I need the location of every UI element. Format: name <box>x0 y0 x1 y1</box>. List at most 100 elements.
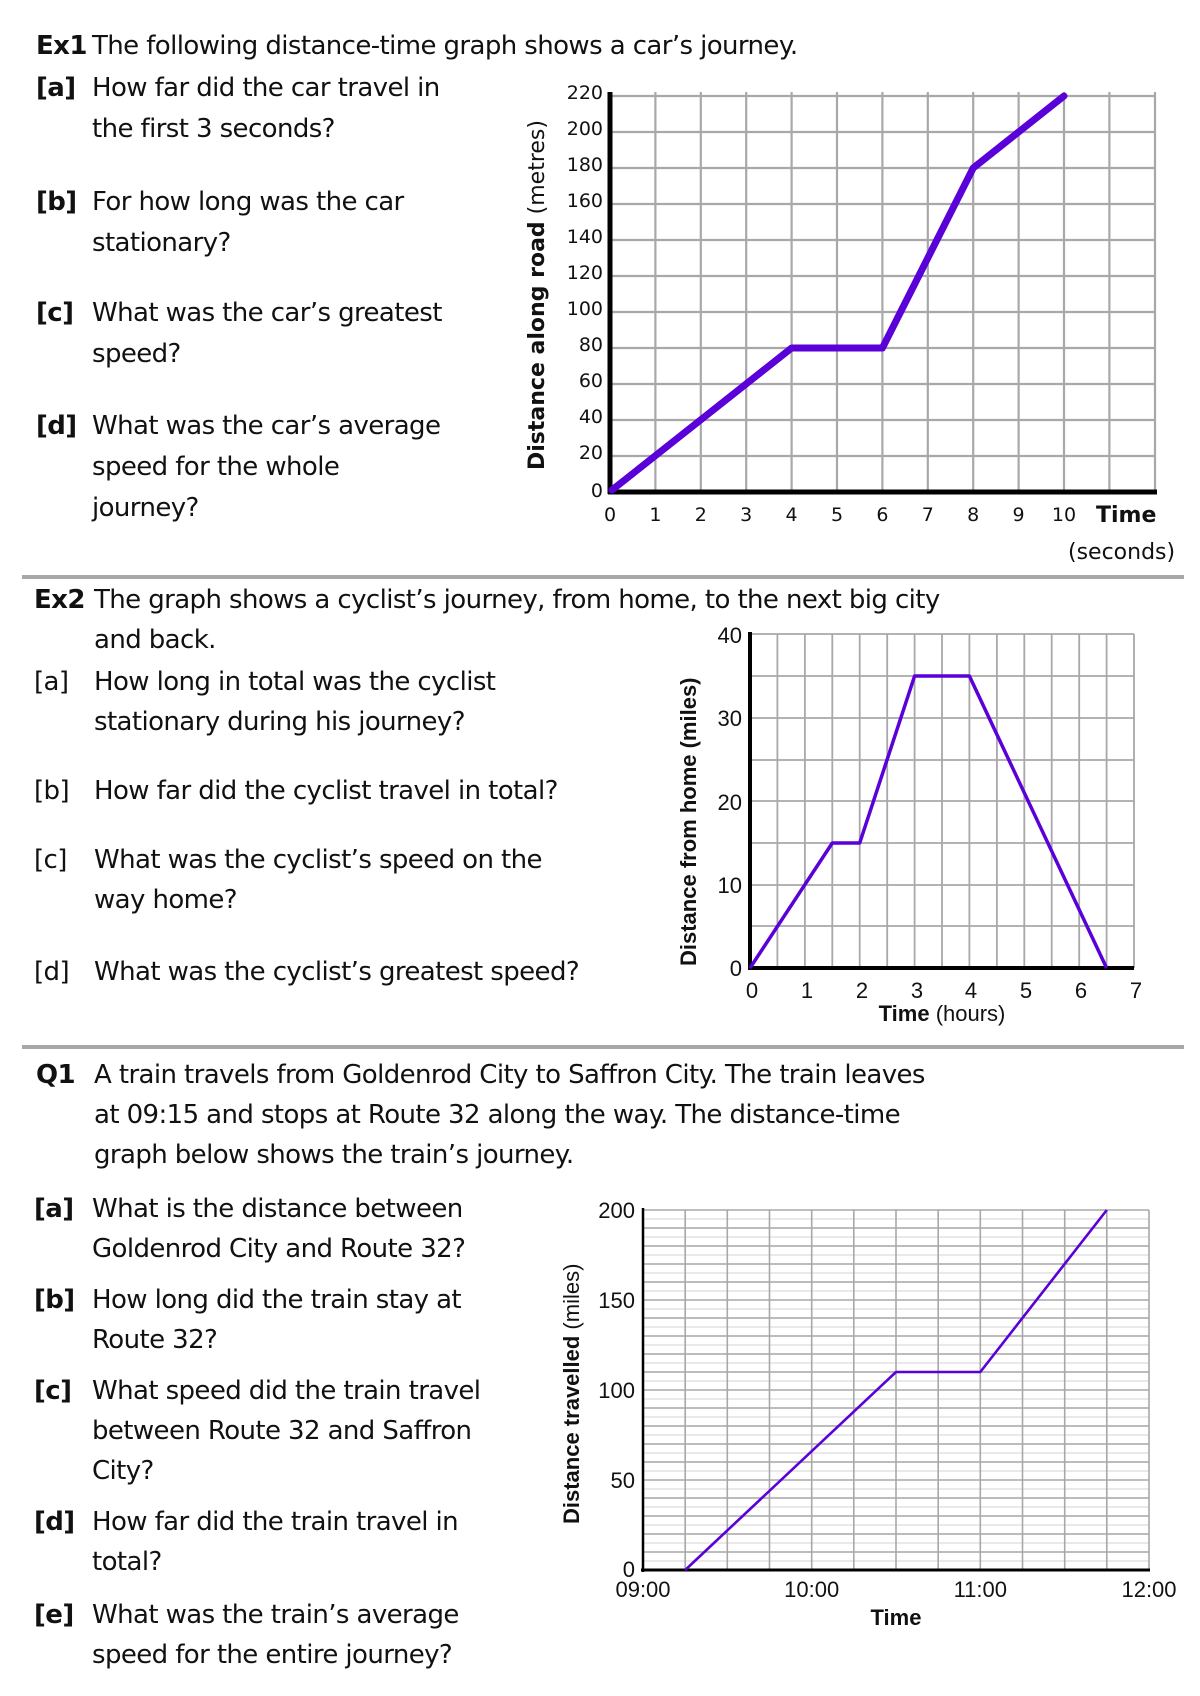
q1-q-c-line1: What speed did the train travel <box>92 1376 481 1406</box>
svg-text:09:00: 09:00 <box>615 1577 670 1602</box>
ex2-q-c-line1: What was the cyclist’s speed on the <box>94 845 542 875</box>
svg-text:0: 0 <box>730 956 742 981</box>
svg-text:0: 0 <box>623 1557 635 1582</box>
q1-q-e-label: [e] <box>34 1600 74 1630</box>
ex2-q-d-label: [d] <box>34 957 70 987</box>
svg-text:1: 1 <box>801 978 813 1003</box>
svg-text:12:00: 12:00 <box>1121 1577 1176 1602</box>
svg-text:120: 120 <box>567 262 603 284</box>
ex1-q-a-label: [a] <box>36 73 76 103</box>
svg-text:4: 4 <box>965 978 977 1003</box>
ex2-q-b-label: [b] <box>34 776 70 806</box>
svg-text:3: 3 <box>911 978 923 1003</box>
q1-q-d-label: [d] <box>34 1507 75 1537</box>
q1-q-c-label: [c] <box>34 1376 72 1406</box>
q1-intro-line1: A train travels from Goldenrod City to S… <box>94 1060 925 1090</box>
ex2-q-a-line1: How long in total was the cyclist <box>94 667 496 697</box>
svg-text:6: 6 <box>1075 978 1087 1003</box>
ex1-x-ticks: 0 1 2 3 4 5 6 7 8 9 10 <box>604 504 1076 526</box>
q1-major-grid <box>643 1209 1150 1570</box>
svg-text:5: 5 <box>831 504 843 526</box>
svg-text:60: 60 <box>579 370 603 392</box>
q1-intro-line2: at 09:15 and stops at Route 32 along the… <box>94 1100 901 1130</box>
ex1-data-line <box>608 92 1068 494</box>
q1-y-ticks: 200 150 100 50 0 <box>598 1198 635 1582</box>
svg-text:6: 6 <box>876 504 888 526</box>
ex1-chart: 220 200 180 160 140 120 100 80 60 40 20 … <box>525 82 1175 565</box>
ex1-y-ticks: 220 200 180 160 140 120 100 80 60 40 20 … <box>567 82 603 502</box>
q1-q-c-line2: between Route 32 and Saffron <box>92 1416 472 1446</box>
section-divider-1 <box>22 575 1184 579</box>
svg-text:2: 2 <box>856 978 868 1003</box>
svg-text:80: 80 <box>579 334 603 356</box>
ex2-y-label: Distance from home (miles) <box>676 677 701 966</box>
ex1-q-d-label: [d] <box>36 411 77 441</box>
ex1-q-d-line1: What was the car’s average <box>92 411 441 441</box>
ex1-intro: The following distance-time graph shows … <box>92 31 798 61</box>
ex2-label: Ex2 <box>34 585 85 615</box>
q1-label: Q1 <box>36 1060 76 1090</box>
q1-q-a-line2: Goldenrod City and Route 32? <box>92 1234 466 1264</box>
svg-text:40: 40 <box>579 406 603 428</box>
ex1-label: Ex1 <box>36 31 87 61</box>
ex2-chart: 40 30 20 10 0 0 1 2 3 4 5 6 7 Time (hour… <box>676 623 1142 1026</box>
ex2-data-line <box>748 674 1109 969</box>
q1-q-e-line1: What was the train’s average <box>92 1600 459 1630</box>
svg-text:160: 160 <box>567 190 603 212</box>
q1-y-label: Distance travelled (miles) <box>559 1264 584 1524</box>
svg-text:0: 0 <box>604 504 616 526</box>
section-divider-2 <box>22 1045 1184 1049</box>
ex2-q-d-line1: What was the cyclist’s greatest speed? <box>94 957 580 987</box>
svg-text:4: 4 <box>786 504 798 526</box>
svg-text:0: 0 <box>591 480 603 502</box>
svg-text:150: 150 <box>598 1288 635 1313</box>
ex1-q-a-line2: the first 3 seconds? <box>92 114 335 144</box>
svg-text:9: 9 <box>1013 504 1025 526</box>
q1-q-b-line1: How long did the train stay at <box>92 1285 462 1315</box>
ex2-q-b-line1: How far did the cyclist travel in total? <box>94 776 558 806</box>
svg-text:20: 20 <box>718 790 742 815</box>
svg-text:100: 100 <box>598 1378 635 1403</box>
q1-q-e-line2: speed for the entire journey? <box>92 1640 453 1670</box>
q1-q-c-line3: City? <box>92 1456 154 1486</box>
ex1-q-a-line1: How far did the car travel in <box>92 73 440 103</box>
ex1-q-b-line2: stationary? <box>92 228 231 258</box>
ex1-x-unit: (seconds) <box>1068 540 1175 565</box>
svg-text:200: 200 <box>598 1198 635 1223</box>
q1-q-a-label: [a] <box>34 1194 74 1224</box>
svg-text:100: 100 <box>567 298 603 320</box>
svg-text:200: 200 <box>567 118 603 140</box>
ex1-q-c-label: [c] <box>36 298 74 328</box>
q1-x-label: Time <box>871 1605 922 1630</box>
q1-chart: 200 150 100 50 0 09:00 10:00 11:00 12:00… <box>559 1198 1177 1630</box>
ex1-q-d-line2: speed for the whole <box>92 452 340 482</box>
ex1-y-label: Distance along road (metres) <box>525 120 550 470</box>
svg-text:7: 7 <box>922 504 934 526</box>
svg-text:20: 20 <box>579 442 603 464</box>
ex2-q-c-label: [c] <box>34 845 67 875</box>
q1-q-b-label: [b] <box>34 1285 75 1315</box>
ex2-q-a-label: [a] <box>34 667 69 697</box>
ex1-q-d-line3: journey? <box>92 493 199 523</box>
ex2-y-ticks: 40 30 20 10 0 <box>718 623 742 981</box>
q1-x-ticks: 09:00 10:00 11:00 12:00 <box>615 1577 1176 1602</box>
svg-text:220: 220 <box>567 82 603 104</box>
q1-q-d-line1: How far did the train travel in <box>92 1507 459 1537</box>
svg-text:10:00: 10:00 <box>784 1577 839 1602</box>
ex2-x-label: Time (hours) <box>879 1001 1006 1026</box>
ex1-q-c-line2: speed? <box>92 339 181 369</box>
ex1-q-b-label: [b] <box>36 187 77 217</box>
q1-intro-line3: graph below shows the train’s journey. <box>94 1140 574 1170</box>
svg-text:40: 40 <box>718 623 742 648</box>
ex1-q-c-line1: What was the car’s greatest <box>92 298 442 328</box>
svg-text:10: 10 <box>718 873 742 898</box>
q1-data-line <box>684 1209 1108 1571</box>
svg-text:30: 30 <box>718 706 742 731</box>
svg-text:0: 0 <box>746 978 758 1003</box>
ex2-intro-line1: The graph shows a cyclist’s journey, fro… <box>94 585 940 615</box>
ex1-x-label: Time <box>1096 503 1156 528</box>
svg-text:180: 180 <box>567 154 603 176</box>
svg-text:2: 2 <box>695 504 707 526</box>
svg-text:7: 7 <box>1130 978 1142 1003</box>
